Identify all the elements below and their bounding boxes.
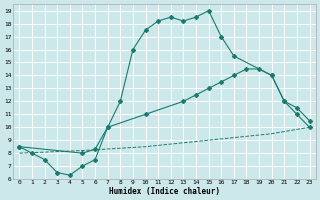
X-axis label: Humidex (Indice chaleur): Humidex (Indice chaleur) — [109, 187, 220, 196]
